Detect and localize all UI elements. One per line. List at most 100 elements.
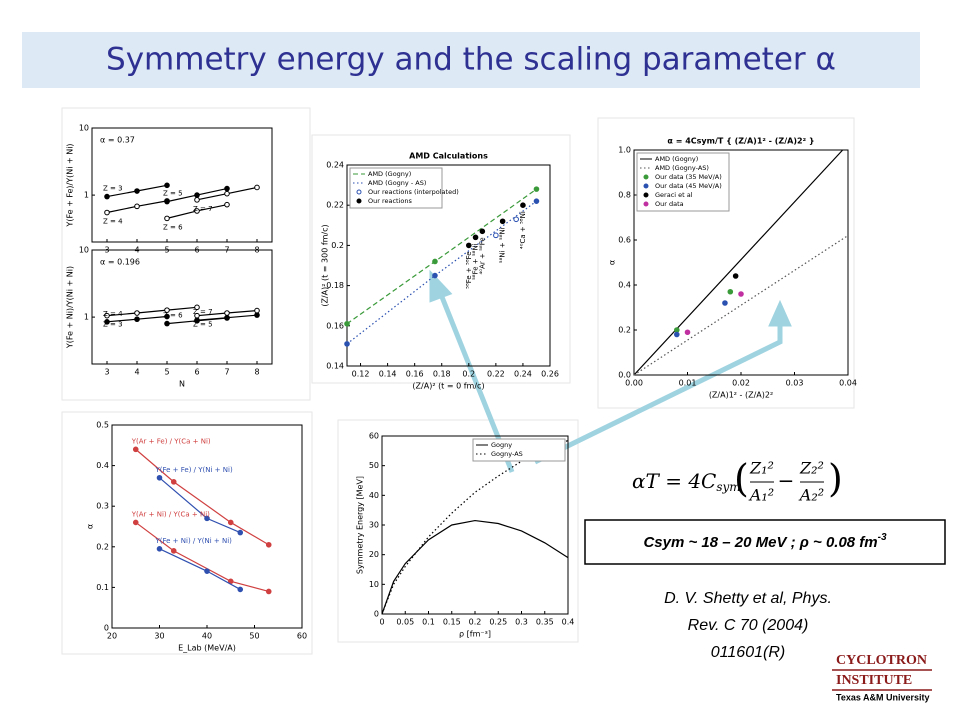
title-bar bbox=[22, 32, 920, 88]
citation-line: D. V. Shetty et al, Phys. bbox=[664, 590, 832, 607]
x-tick-label: 50 bbox=[249, 632, 259, 641]
data-point bbox=[533, 186, 540, 192]
figure-panel bbox=[61, 107, 311, 401]
x-tick-label: 5 bbox=[164, 368, 169, 377]
x-tick-label: 0.24 bbox=[514, 370, 532, 379]
series-label: Z = 4 bbox=[103, 218, 123, 226]
x-tick-label: 0.03 bbox=[786, 379, 804, 388]
series-line bbox=[135, 521, 269, 593]
x-tick-label: 0.25 bbox=[489, 618, 507, 627]
frac-den: A₂² bbox=[798, 486, 824, 505]
series-label: Z = 3 bbox=[103, 321, 123, 329]
data-point bbox=[265, 541, 272, 548]
legend-entry: Our reactions bbox=[368, 197, 413, 205]
data-point bbox=[134, 316, 140, 323]
legend-entry: Our data (35 MeV/A) bbox=[655, 173, 722, 181]
y-axis-label: (Z/A)² (t = 300 fm/c) bbox=[321, 224, 330, 306]
data-point bbox=[254, 184, 260, 191]
x-tick-label: 60 bbox=[297, 632, 307, 641]
x-axis-label: N bbox=[179, 380, 185, 389]
point-label: ⁵⁸Fe + ⁵⁸Fe bbox=[465, 251, 473, 288]
series-line bbox=[633, 149, 844, 376]
legend-entry: Our data (45 MeV/A) bbox=[655, 182, 722, 190]
point-label: ⁵⁸Fe + ⁵⁸Ni bbox=[472, 243, 480, 280]
x-tick-label: 0.26 bbox=[541, 370, 559, 379]
x-tick-label: 4 bbox=[134, 368, 139, 377]
series-line bbox=[633, 234, 849, 376]
series-label: Y(Fe + Ni) / Y(Ni + Ni) bbox=[155, 537, 233, 545]
series-line bbox=[381, 519, 569, 615]
frac-den: A₁² bbox=[748, 486, 774, 505]
data-point bbox=[520, 202, 526, 208]
x-tick-label: 0.01 bbox=[679, 379, 697, 388]
y-axis-label: Y(Fe + Fe)/Y(Ni + Ni) bbox=[66, 143, 75, 227]
y-tick-label: 0.2 bbox=[96, 542, 109, 551]
series-label: Y(Ar + Fe) / Y(Ca + Ni) bbox=[131, 437, 211, 445]
y-tick-label: 1.0 bbox=[618, 146, 631, 155]
x-tick-label: 8 bbox=[254, 368, 259, 377]
data-point bbox=[194, 208, 200, 214]
y-tick-label: 60 bbox=[369, 432, 379, 441]
y-tick-label: 0.2 bbox=[618, 326, 631, 335]
x-tick-label: 0.18 bbox=[433, 370, 451, 379]
y-axis-label: Y(Fe + Ni)/Y(Ni + Ni) bbox=[66, 266, 75, 349]
legend-entry: Our reactions (interpolated) bbox=[368, 188, 459, 196]
legend-entry: Gogny-AS bbox=[491, 450, 523, 458]
y-tick-label: 0.1 bbox=[96, 583, 109, 592]
legend-entry: Our data bbox=[655, 200, 684, 208]
x-tick-label: 0.4 bbox=[562, 618, 575, 627]
x-tick-label: 0.2 bbox=[462, 370, 475, 379]
data-point bbox=[224, 310, 230, 316]
series-label: Y(Fe + Fe) / Y(Ni + Ni) bbox=[155, 466, 233, 474]
data-point bbox=[237, 529, 244, 536]
series-label: Z = 5 bbox=[193, 321, 213, 329]
y-tick-label: 0.18 bbox=[326, 281, 344, 290]
data-point bbox=[132, 519, 139, 526]
series-label: Z = 6 bbox=[163, 312, 183, 320]
paren: ( bbox=[734, 457, 749, 501]
y-axis-label: α bbox=[608, 260, 617, 265]
annotation: α = 0.196 bbox=[100, 258, 140, 267]
legend-box bbox=[472, 438, 566, 462]
citation: D. V. Shetty et al, Phys. Rev. C 70 (200… bbox=[664, 590, 832, 661]
y-tick-label: 1 bbox=[84, 191, 89, 200]
data-point bbox=[194, 197, 200, 203]
x-axis-label: ρ [fm⁻³] bbox=[459, 630, 491, 639]
point-label: ⁵⁸Ni + ⁵⁸Ni bbox=[499, 227, 507, 263]
chart: 3 4 5 6 7 8 1 10 α = 0.196 N Y(Fe + Ni)/Y(Ni + Ni)… bbox=[66, 246, 273, 389]
data-point bbox=[104, 312, 110, 319]
x-tick-label: 3 bbox=[104, 368, 109, 377]
data-point bbox=[134, 203, 140, 210]
data-point bbox=[493, 232, 499, 239]
frac-num: Z₁² bbox=[749, 459, 774, 478]
data-point bbox=[156, 546, 163, 552]
data-point bbox=[134, 188, 140, 194]
legend-entry: AMD (Gogny) bbox=[655, 155, 698, 163]
legend-swatch bbox=[643, 201, 649, 207]
data-point bbox=[732, 273, 739, 279]
data-point bbox=[104, 319, 110, 325]
y-tick-label: 0.6 bbox=[618, 236, 631, 245]
y-tick-label: 10 bbox=[79, 124, 89, 133]
data-point bbox=[194, 304, 200, 311]
logo-line: INSTITUTE bbox=[836, 673, 912, 688]
legend-swatch bbox=[643, 183, 649, 189]
series-label: Z = 3 bbox=[103, 185, 123, 193]
data-point bbox=[738, 291, 744, 297]
data-point bbox=[344, 320, 350, 327]
legend-swatch bbox=[643, 192, 649, 198]
legend-swatch bbox=[356, 198, 362, 204]
x-tick-label: 0.22 bbox=[487, 370, 505, 379]
x-tick-label: 7 bbox=[224, 368, 229, 377]
series-line bbox=[106, 306, 198, 317]
data-point bbox=[164, 215, 170, 222]
data-point bbox=[156, 474, 163, 481]
legend-entry: AMD (Gogny) bbox=[368, 170, 411, 178]
data-point bbox=[674, 331, 680, 338]
data-point bbox=[164, 182, 170, 189]
y-tick-label: 0.4 bbox=[618, 281, 631, 290]
chart-title: AMD Calculations bbox=[409, 152, 488, 161]
plot-frame bbox=[91, 127, 273, 243]
